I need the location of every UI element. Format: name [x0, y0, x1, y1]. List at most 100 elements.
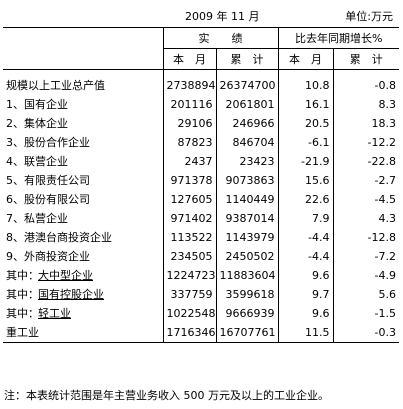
cell-month: 113522: [162, 228, 216, 247]
cell-growth-month: 10.8: [277, 69, 333, 95]
row-label: 6、股份有限公司: [6, 193, 90, 206]
row-prefix: 其中：: [6, 307, 39, 320]
cell-growth-month: 9.6: [277, 304, 333, 323]
row-label: 重工业: [3, 323, 163, 343]
cell-growth-cumulative: -1.5: [332, 304, 400, 323]
cell-cumulative: 23423: [215, 152, 278, 171]
cell-cumulative: 16707761: [215, 323, 278, 343]
cell-cumulative: 1140449: [215, 190, 278, 209]
report-period: 2009 年 11 月: [185, 10, 260, 23]
cell-growth-cumulative: 8.3: [332, 95, 400, 114]
column-header-month: 本 月: [162, 48, 216, 70]
cell-month: 2437: [162, 152, 216, 171]
cell-growth-month: 7.9: [277, 209, 333, 228]
cell-month: 1022548: [162, 304, 216, 323]
cell-growth-month: 11.5: [277, 323, 333, 343]
cell-growth-cumulative: -22.8: [332, 152, 400, 171]
cell-growth-month: -21.9: [277, 152, 333, 171]
column-group-actual: 实 绩: [162, 27, 278, 49]
row-label: 5、有限责任公司: [6, 174, 90, 187]
table-row: 4、联营企业 2437 23423 -21.9 -22.8: [3, 152, 400, 171]
column-header-growth-cumulative: 累 计: [332, 48, 400, 70]
cell-month: 971402: [162, 209, 216, 228]
row-prefix: 其中：: [6, 269, 39, 282]
cell-month: 2738894: [162, 69, 216, 95]
row-label-text: 轻工业: [38, 307, 71, 320]
cell-growth-cumulative: -0.3: [332, 323, 400, 343]
row-label: 其中：大中型企业: [3, 266, 163, 285]
cell-cumulative: 846704: [215, 133, 278, 152]
cell-growth-cumulative: -12.8: [332, 228, 400, 247]
table-row: 2、集体企业 29106 246966 20.5 18.3: [3, 114, 400, 133]
cell-growth-cumulative: 4.3: [332, 209, 400, 228]
cell-growth-month: -4.4: [277, 247, 333, 266]
cell-growth-cumulative: -7.2: [332, 247, 400, 266]
row-label: 2、集体企业: [6, 117, 68, 130]
table-row: 9、外商投资企业 234505 2450502 -4.4 -7.2: [3, 247, 400, 266]
table-row: 重工业 1716346 16707761 11.5 -0.3: [3, 323, 400, 343]
row-label: 7、私营企业: [6, 212, 68, 225]
cell-cumulative: 1143979: [215, 228, 278, 247]
cell-month: 87823: [162, 133, 216, 152]
cell-cumulative: 2450502: [215, 247, 278, 266]
row-label: 9、外商投资企业: [6, 250, 90, 263]
table-row: 规模以上工业总产值 2738894 26374700 10.8 -0.8: [3, 69, 400, 95]
table-row: 3、股份合作企业 87823 846704 -6.1 -12.2: [3, 133, 400, 152]
cell-month: 337759: [162, 285, 216, 304]
row-label-text: 大中型企业: [38, 269, 93, 282]
cell-growth-cumulative: -12.2: [332, 133, 400, 152]
header-blank-2: [3, 48, 163, 70]
table-row: 其中：国有控股企业 337759 3599618 9.7 5.6: [3, 285, 400, 304]
row-label: 8、港澳台商投资企业: [6, 231, 112, 244]
cell-cumulative: 9666939: [215, 304, 278, 323]
cell-growth-month: 15.6: [277, 171, 333, 190]
table-row: 1、国有企业 201116 2061801 16.1 8.3: [3, 95, 400, 114]
row-label: 规模以上工业总产值: [6, 79, 105, 92]
cell-month: 971378: [162, 171, 216, 190]
table-row: 5、有限责任公司 971378 9073863 15.6 -2.7: [3, 171, 400, 190]
cell-growth-month: -4.4: [277, 228, 333, 247]
table-row: 其中：大中型企业 1224723 11883604 9.6 -4.9: [3, 266, 400, 285]
cell-growth-month: 9.7: [277, 285, 333, 304]
table-row: 7、私营企业 971402 9387014 7.9 4.3: [3, 209, 400, 228]
cell-cumulative: 26374700: [215, 69, 278, 95]
cell-cumulative: 9073863: [215, 171, 278, 190]
cell-cumulative: 11883604: [215, 266, 278, 285]
row-label-text: 国有控股企业: [38, 288, 104, 301]
cell-growth-month: 16.1: [277, 95, 333, 114]
row-label: 4、联营企业: [6, 155, 68, 168]
cell-cumulative: 246966: [215, 114, 278, 133]
row-label: 其中：轻工业: [3, 304, 163, 323]
row-label: 3、股份合作企业: [6, 136, 90, 149]
table-row: 其中：轻工业 1022548 9666939 9.6 -1.5: [3, 304, 400, 323]
unit-label: 单位:万元: [345, 10, 393, 23]
cell-month: 234505: [162, 247, 216, 266]
cell-growth-cumulative: -2.7: [332, 171, 400, 190]
cell-growth-month: -6.1: [277, 133, 333, 152]
cell-cumulative: 9387014: [215, 209, 278, 228]
cell-cumulative: 3599618: [215, 285, 278, 304]
cell-month: 1716346: [162, 323, 216, 343]
statistics-table: 实 绩 比去年同期增长% 本 月 累 计 本 月 累 计 规模以上工业总产值 27…: [3, 27, 400, 343]
cell-growth-month: 9.6: [277, 266, 333, 285]
header-row-group: 实 绩 比去年同期增长%: [3, 27, 400, 49]
table-header-info: 2009 年 11 月 单位:万元: [0, 8, 403, 24]
cell-cumulative: 2061801: [215, 95, 278, 114]
cell-month: 201116: [162, 95, 216, 114]
cell-growth-cumulative: 18.3: [332, 114, 400, 133]
cell-growth-cumulative: -0.8: [332, 69, 400, 95]
row-label: 1、国有企业: [6, 98, 68, 111]
row-label: 其中：国有控股企业: [3, 285, 163, 304]
footnote: 注：本表统计范围是年主营业务收入 500 万元及以上的工业企业。: [4, 389, 329, 402]
cell-growth-cumulative: 5.6: [332, 285, 400, 304]
cell-growth-cumulative: -4.5: [332, 190, 400, 209]
column-header-cumulative: 累 计: [215, 48, 278, 70]
cell-growth-month: 20.5: [277, 114, 333, 133]
table-body: 规模以上工业总产值 2738894 26374700 10.8 -0.8 1、国有企业 20…: [3, 69, 400, 343]
cell-growth-cumulative: -4.9: [332, 266, 400, 285]
column-header-growth-month: 本 月: [277, 48, 333, 70]
header-row-sub: 本 月 累 计 本 月 累 计: [3, 48, 400, 70]
cell-growth-month: 22.6: [277, 190, 333, 209]
header-blank: [3, 27, 163, 49]
column-group-growth: 比去年同期增长%: [277, 27, 400, 49]
